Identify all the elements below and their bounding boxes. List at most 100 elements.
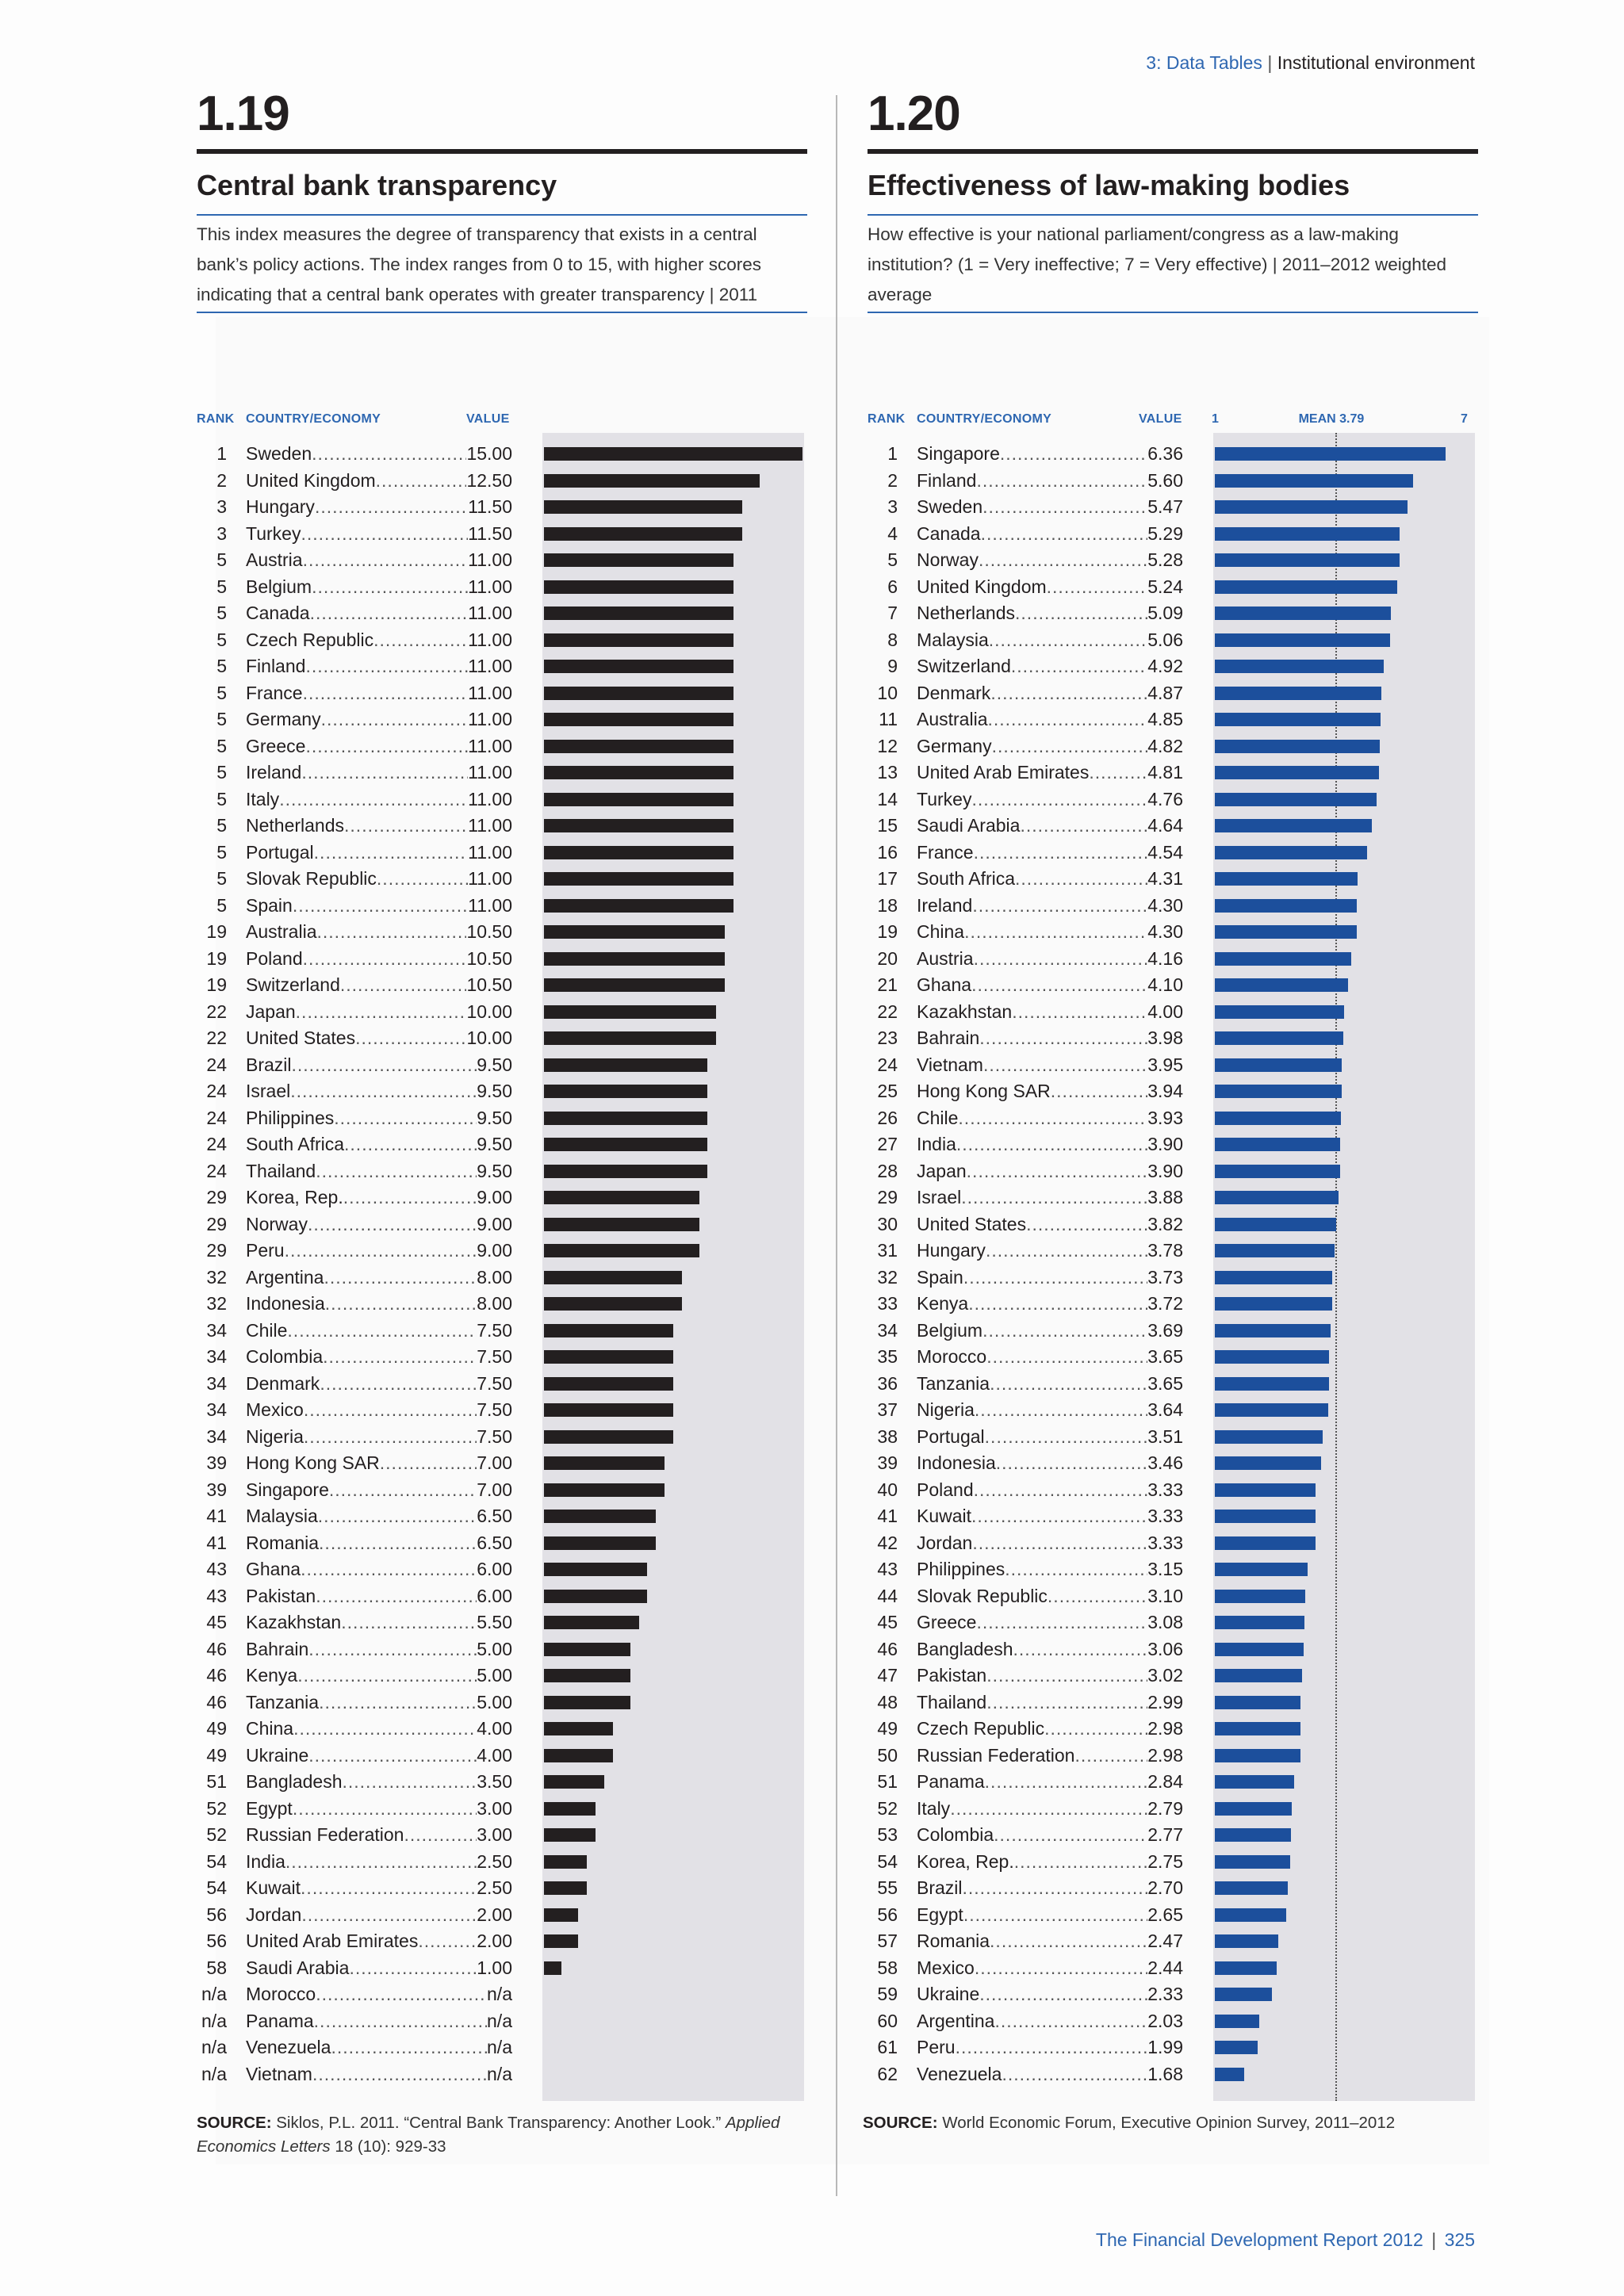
value-cell: 6.50 (477, 1506, 512, 1526)
value-cell: 3.33 (1147, 1532, 1183, 1553)
rank-cell: 47 (877, 1665, 898, 1686)
country-cell: Egypt (917, 1904, 963, 1925)
dot-leader: ........................................… (376, 868, 468, 889)
rank-cell: 54 (206, 1877, 227, 1898)
country-cell: Austria (246, 549, 303, 570)
country-cell: Jordan (246, 1904, 302, 1925)
data-bar (1215, 978, 1349, 992)
column-divider (836, 95, 837, 2196)
data-bar (1215, 1191, 1339, 1204)
table-title: Effectiveness of law-making bodies (868, 169, 1350, 201)
value-cell: 2.50 (477, 1850, 512, 1872)
data-bar (1215, 1934, 1278, 1948)
country-cell: Vietnam (246, 2063, 312, 2084)
dot-leader: ........................................… (349, 1957, 477, 1978)
source-label: SOURCE: (863, 2114, 938, 2132)
rank-cell: 5 (216, 549, 227, 570)
data-bar (544, 1483, 665, 1497)
description-rule (868, 312, 1478, 313)
country-cell: Malaysia (917, 629, 989, 650)
dot-leader: ........................................… (313, 841, 468, 863)
data-bar (544, 1695, 630, 1709)
data-bar (544, 1510, 657, 1523)
data-bar (1215, 1323, 1331, 1337)
data-bar (1215, 1510, 1316, 1523)
country-cell: Slovak Republic (246, 868, 377, 889)
value-cell: 4.30 (1147, 921, 1183, 942)
country-cell: Kenya (917, 1293, 969, 1314)
rank-cell: 5 (216, 629, 227, 650)
dot-leader: ........................................… (964, 921, 1147, 942)
rank-cell: 34 (206, 1372, 227, 1394)
data-bar (1215, 526, 1400, 541)
chart-area (1213, 433, 1475, 2101)
column-header-country: COUNTRY/ECONOMY (917, 412, 1052, 426)
rank-cell: 24 (877, 1054, 898, 1075)
data-bar (1215, 1801, 1293, 1816)
data-bar (1215, 819, 1372, 832)
rank-cell: 19 (206, 947, 227, 969)
data-bar (544, 473, 760, 488)
dot-leader: ........................................… (966, 1160, 1148, 1181)
rank-cell: 34 (206, 1399, 227, 1420)
rank-cell: 48 (877, 1691, 898, 1712)
value-cell: 2.03 (1147, 2010, 1183, 2031)
dot-leader: ........................................… (331, 2037, 487, 2057)
value-cell: 4.00 (477, 1718, 512, 1739)
value-cell: 11.00 (468, 656, 512, 676)
data-bar (544, 1217, 699, 1231)
dot-leader: ........................................… (971, 788, 1148, 809)
data-bar (544, 1429, 673, 1444)
country-cell: Greece (917, 1612, 977, 1632)
data-bar (1215, 1456, 1321, 1470)
country-cell: Indonesia (917, 1452, 996, 1473)
country-cell: Portugal (917, 1425, 985, 1447)
dot-leader: ........................................… (990, 1931, 1148, 1951)
table-description: How effective is your national parliamen… (868, 224, 1447, 304)
column-header-value: VALUE (1139, 412, 1182, 426)
data-bar (1215, 1881, 1289, 1895)
rank-cell: 28 (877, 1160, 898, 1181)
data-bar (544, 1616, 639, 1629)
data-bar (1215, 1111, 1342, 1125)
country-cell: Mexico (246, 1399, 304, 1420)
dot-leader: ........................................… (316, 1984, 488, 2004)
dot-leader: ........................................… (1012, 1001, 1147, 1022)
rank-cell: n/a (201, 2037, 227, 2057)
table-number: 1.19 (197, 86, 290, 141)
source-journal: Applied Economics Letters (197, 2114, 780, 2156)
rank-cell: n/a (201, 2063, 227, 2084)
country-cell: Belgium (917, 1319, 983, 1341)
rank-cell: 32 (206, 1266, 227, 1288)
data-bar (1215, 473, 1413, 488)
rank-cell: 29 (206, 1240, 227, 1261)
dot-leader: ........................................… (984, 1425, 1148, 1447)
value-cell: 7.50 (477, 1319, 512, 1341)
country-cell: Ukraine (917, 1984, 980, 2004)
value-cell: 3.02 (1147, 1665, 1183, 1686)
value-cell: 2.33 (1147, 1984, 1183, 2004)
value-cell: 5.60 (1147, 469, 1183, 491)
value-cell: 3.15 (1147, 1559, 1183, 1579)
dot-leader: ........................................… (302, 682, 469, 703)
value-cell: n/a (487, 2063, 512, 2084)
value-cell: 3.90 (1147, 1134, 1183, 1154)
dot-leader: ........................................… (971, 1506, 1147, 1526)
country-cell: Czech Republic (917, 1718, 1045, 1739)
country-cell: Philippines (917, 1559, 1005, 1579)
country-cell: Poland (917, 1479, 974, 1500)
value-cell: 3.95 (1147, 1054, 1183, 1075)
data-bar (1215, 1722, 1300, 1735)
value-cell: 4.30 (1147, 894, 1183, 916)
dot-leader: ........................................… (1013, 1638, 1148, 1659)
dot-leader: ........................................… (324, 1266, 477, 1288)
dot-leader: ........................................… (1010, 656, 1147, 676)
rank-cell: 30 (877, 1213, 898, 1234)
dot-leader: ........................................… (955, 2037, 1148, 2057)
value-cell: 4.92 (1147, 656, 1183, 676)
dot-leader: ........................................… (279, 788, 468, 809)
rank-cell: 42 (877, 1532, 898, 1553)
country-cell: Philippines (246, 1107, 335, 1128)
value-cell: 9.00 (477, 1240, 512, 1261)
country-cell: Australia (246, 921, 317, 942)
